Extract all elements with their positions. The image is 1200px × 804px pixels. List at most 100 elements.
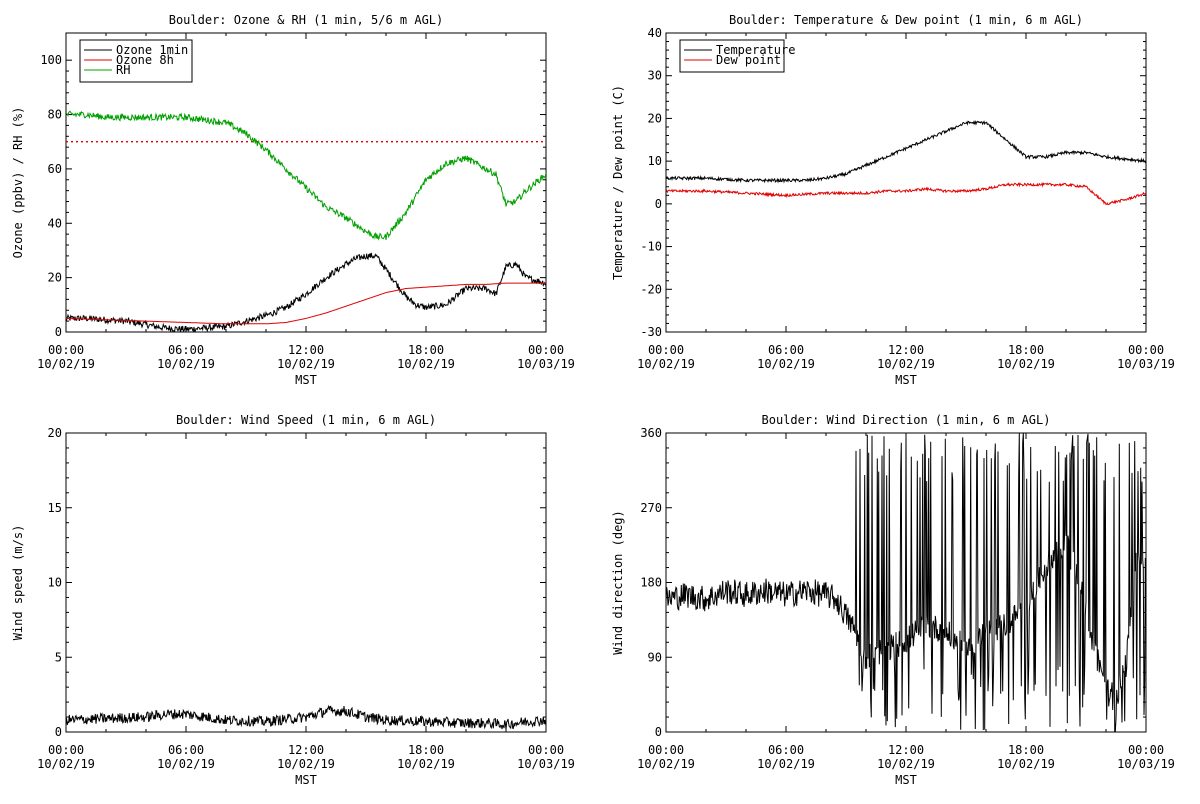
y-tick-label: 20 bbox=[648, 111, 662, 125]
series-line-1 bbox=[666, 119, 1146, 184]
x-tick-label-date: 10/03/19 bbox=[1117, 757, 1175, 771]
x-tick-label-date: 10/02/19 bbox=[637, 357, 695, 371]
chart-title: Boulder: Temperature & Dew point (1 min,… bbox=[729, 13, 1083, 27]
x-tick-label-time: 00:00 bbox=[648, 343, 684, 357]
x-tick-label-time: 18:00 bbox=[1008, 743, 1044, 757]
x-tick-label-date: 10/03/19 bbox=[517, 357, 575, 371]
y-tick-label: 10 bbox=[48, 576, 62, 590]
x-tick-label-date: 10/02/19 bbox=[877, 757, 935, 771]
y-tick-label: 100 bbox=[40, 53, 62, 67]
chart-panel-1: Boulder: Ozone & RH (1 min, 5/6 m AGL) 0 2… bbox=[11, 13, 575, 387]
y-tick-label: 0 bbox=[55, 325, 62, 339]
x-tick-label-date: 10/02/19 bbox=[757, 357, 815, 371]
y-tick-label: 40 bbox=[648, 26, 662, 40]
x-tick-label-time: 00:00 bbox=[528, 743, 564, 757]
x-axis-label: MST bbox=[295, 373, 317, 387]
y-tick-label: 270 bbox=[640, 501, 662, 515]
y-axis-label: Ozone (ppbv) / RH (%) bbox=[11, 107, 25, 259]
x-tick-label-time: 18:00 bbox=[408, 343, 444, 357]
legend-entry: Dew point bbox=[716, 53, 781, 67]
x-tick-label-date: 10/03/19 bbox=[1117, 357, 1175, 371]
legend-entry: Ozone 8h bbox=[116, 53, 174, 67]
x-tick-label-date: 10/02/19 bbox=[397, 757, 455, 771]
y-tick-label: 60 bbox=[48, 162, 62, 176]
x-tick-label-time: 12:00 bbox=[288, 343, 324, 357]
x-tick-label-time: 00:00 bbox=[48, 743, 84, 757]
x-tick-label-date: 10/02/19 bbox=[877, 357, 935, 371]
x-tick-label-time: 06:00 bbox=[768, 743, 804, 757]
series-line-2 bbox=[666, 182, 1146, 206]
legend-entry: Ozone 1min bbox=[116, 43, 188, 57]
x-tick-label-time: 00:00 bbox=[648, 743, 684, 757]
x-tick-label-time: 00:00 bbox=[1128, 743, 1164, 757]
chart-title: Boulder: Wind Speed (1 min, 6 m AGL) bbox=[176, 413, 436, 427]
x-tick-label-date: 10/02/19 bbox=[277, 757, 335, 771]
y-tick-label: -30 bbox=[640, 325, 662, 339]
x-tick-label-time: 12:00 bbox=[288, 743, 324, 757]
legend-box bbox=[79, 39, 193, 83]
y-tick-label: 90 bbox=[648, 650, 662, 664]
x-tick-label-date: 10/02/19 bbox=[157, 357, 215, 371]
y-tick-label: 10 bbox=[648, 154, 662, 168]
y-tick-label: 80 bbox=[48, 108, 62, 122]
y-axis-label: Temperature / Dew point (C) bbox=[611, 85, 625, 280]
y-tick-label: 360 bbox=[640, 426, 662, 440]
series-line-3 bbox=[66, 110, 546, 241]
series-line-1 bbox=[666, 433, 1146, 732]
legend-entry: Temperature bbox=[716, 43, 795, 57]
x-tick-label-time: 00:00 bbox=[48, 343, 84, 357]
y-tick-label: 0 bbox=[655, 725, 662, 739]
y-tick-label: 40 bbox=[48, 216, 62, 230]
x-tick-label-time: 12:00 bbox=[888, 343, 924, 357]
chart-title: Boulder: Wind Direction (1 min, 6 m AGL) bbox=[762, 413, 1051, 427]
y-tick-label: 0 bbox=[55, 725, 62, 739]
x-tick-label-time: 12:00 bbox=[888, 743, 924, 757]
x-tick-label-time: 00:00 bbox=[528, 343, 564, 357]
x-tick-label-date: 10/03/19 bbox=[517, 757, 575, 771]
x-axis-label: MST bbox=[895, 373, 917, 387]
x-tick-label-date: 10/02/19 bbox=[37, 357, 95, 371]
legend-box bbox=[679, 39, 785, 73]
x-tick-label-time: 18:00 bbox=[1008, 343, 1044, 357]
plot-frame bbox=[665, 32, 1147, 333]
x-tick-label-date: 10/02/19 bbox=[997, 757, 1055, 771]
y-tick-label: -10 bbox=[640, 240, 662, 254]
x-tick-label-time: 06:00 bbox=[168, 343, 204, 357]
y-tick-label: -20 bbox=[640, 282, 662, 296]
y-tick-label: 5 bbox=[55, 650, 62, 664]
y-tick-label: 15 bbox=[48, 501, 62, 515]
x-tick-label-date: 10/02/19 bbox=[997, 357, 1055, 371]
legend-entry: RH bbox=[116, 63, 130, 77]
y-tick-label: 20 bbox=[48, 426, 62, 440]
x-tick-label-time: 00:00 bbox=[1128, 343, 1164, 357]
x-axis-label: MST bbox=[295, 773, 317, 787]
x-tick-label-time: 18:00 bbox=[408, 743, 444, 757]
plot-frame bbox=[65, 432, 547, 733]
chart-panel-4: Boulder: Wind Direction (1 min, 6 m AGL)… bbox=[611, 413, 1175, 787]
x-tick-label-date: 10/02/19 bbox=[637, 757, 695, 771]
x-tick-label-date: 10/02/19 bbox=[397, 357, 455, 371]
y-tick-label: 180 bbox=[640, 576, 662, 590]
x-tick-label-date: 10/02/19 bbox=[157, 757, 215, 771]
chart-panel-2: Boulder: Temperature & Dew point (1 min,… bbox=[611, 13, 1175, 387]
series-line-1 bbox=[66, 252, 546, 332]
x-axis-label: MST bbox=[895, 773, 917, 787]
chart-panel-3: Boulder: Wind Speed (1 min, 6 m AGL) 0 5 10… bbox=[11, 413, 575, 787]
x-tick-label-time: 06:00 bbox=[768, 343, 804, 357]
x-tick-label-date: 10/02/19 bbox=[277, 357, 335, 371]
x-tick-label-date: 10/02/19 bbox=[37, 757, 95, 771]
y-tick-label: 0 bbox=[655, 197, 662, 211]
y-tick-label: 20 bbox=[48, 271, 62, 285]
series-line-1 bbox=[66, 704, 546, 730]
series-line-2 bbox=[66, 282, 546, 325]
y-axis-label: Wind speed (m/s) bbox=[11, 525, 25, 641]
chart-title: Boulder: Ozone & RH (1 min, 5/6 m AGL) bbox=[169, 13, 444, 27]
x-tick-label-date: 10/02/19 bbox=[757, 757, 815, 771]
y-axis-label: Wind direction (deg) bbox=[611, 510, 625, 655]
y-tick-label: 30 bbox=[648, 69, 662, 83]
x-tick-label-time: 06:00 bbox=[168, 743, 204, 757]
